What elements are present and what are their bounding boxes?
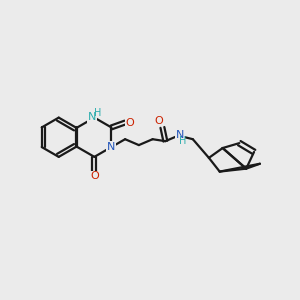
Text: O: O bbox=[126, 118, 134, 128]
Text: N: N bbox=[176, 130, 184, 140]
Text: N: N bbox=[88, 112, 97, 122]
Text: H: H bbox=[94, 108, 101, 118]
Text: O: O bbox=[90, 172, 99, 182]
Text: N: N bbox=[107, 142, 116, 152]
Text: O: O bbox=[154, 116, 163, 126]
Text: H: H bbox=[179, 136, 187, 146]
